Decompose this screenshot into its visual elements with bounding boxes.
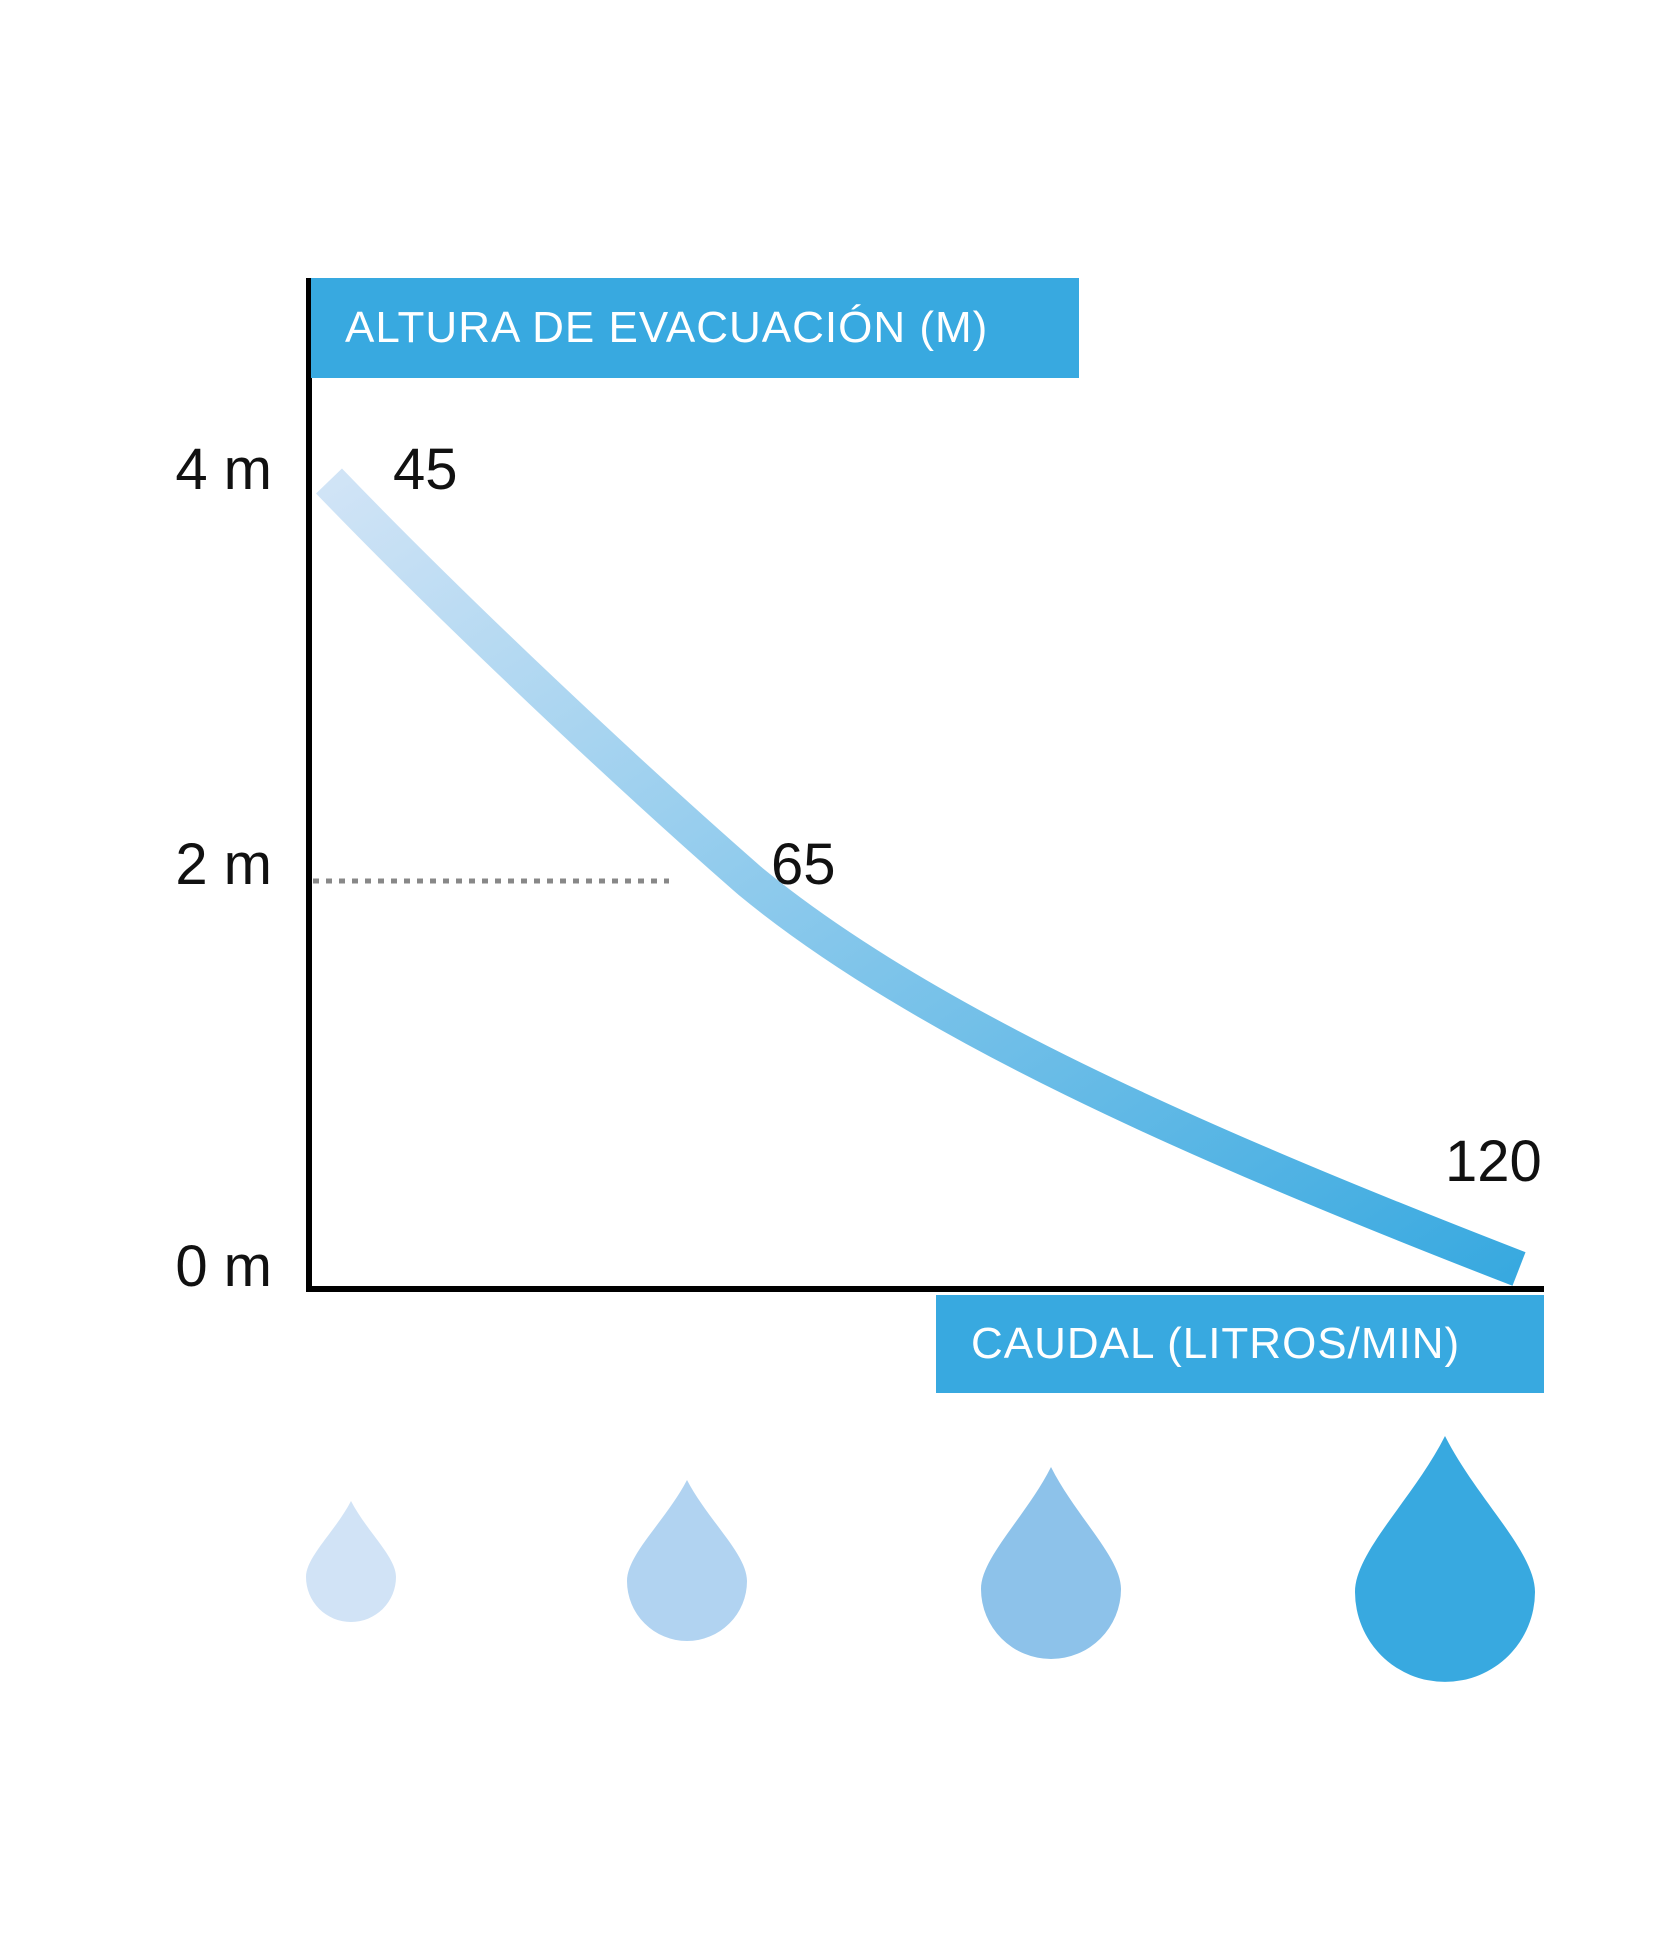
data-label: 120 xyxy=(1445,1129,1542,1194)
y-axis-title-text: ALTURA DE EVACUACIÓN (M) xyxy=(345,303,989,352)
x-axis-title-text: CAUDAL (LITROS/MIN) xyxy=(971,1319,1461,1368)
water-drop-icon xyxy=(306,1501,396,1622)
water-drop-icon xyxy=(981,1467,1121,1659)
y-tick-label: 0 m xyxy=(175,1234,272,1299)
y-axis-title: ALTURA DE EVACUACIÓN (M) xyxy=(311,278,1079,378)
x-axis-title: CAUDAL (LITROS/MIN) xyxy=(936,1295,1544,1393)
data-label: 65 xyxy=(771,832,836,897)
water-drop-icon xyxy=(1355,1436,1535,1682)
flow-curve xyxy=(316,468,1526,1286)
y-tick-label: 2 m xyxy=(175,832,272,897)
water-drop-icon xyxy=(627,1480,747,1641)
y-tick-label: 4 m xyxy=(175,437,272,502)
data-label: 45 xyxy=(393,437,458,502)
